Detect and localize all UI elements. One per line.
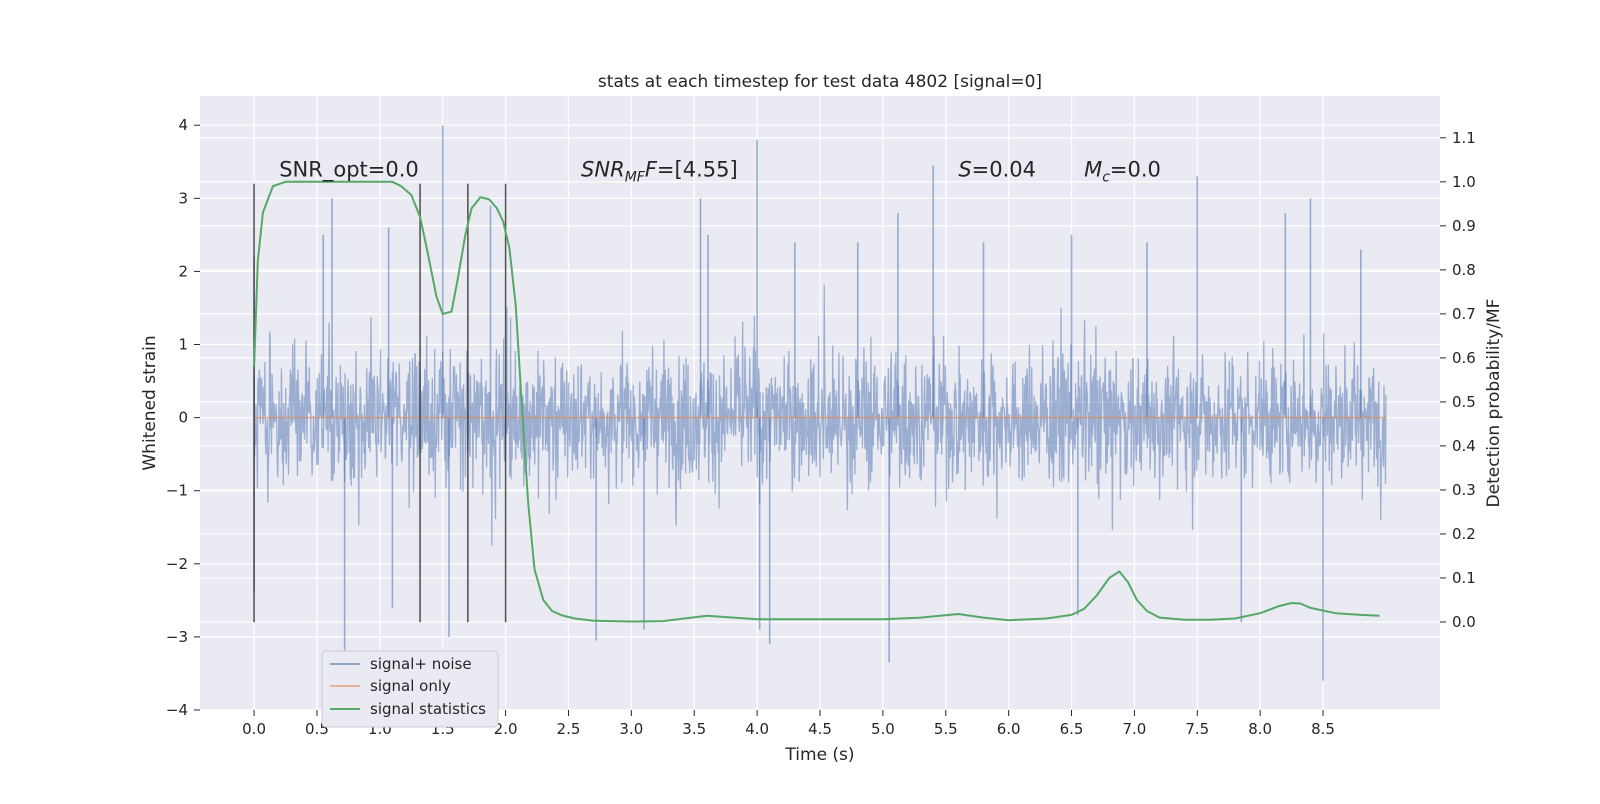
y-axis-ticks: −4 −3 −2 −1 0 1 2 3 4 bbox=[166, 116, 200, 719]
chart-title: stats at each timestep for test data 480… bbox=[598, 72, 1042, 92]
x-tick-label: 3.5 bbox=[682, 720, 706, 738]
y-tick-label: −1 bbox=[166, 482, 188, 500]
x-tick-label: 2.5 bbox=[557, 720, 581, 738]
x-tick-label: 4.5 bbox=[808, 720, 832, 738]
x-tick-label: 0.0 bbox=[242, 720, 266, 738]
y-tick-label: 0 bbox=[178, 409, 188, 427]
legend-label-noise: signal+ noise bbox=[370, 655, 472, 673]
y-tick-label: −4 bbox=[166, 701, 188, 719]
y2-tick-label: 0.0 bbox=[1452, 613, 1476, 631]
y-tick-label: 3 bbox=[178, 189, 188, 207]
y-axis-label: Whitened strain bbox=[140, 335, 160, 470]
x-tick-label: 3.0 bbox=[619, 720, 643, 738]
y2-tick-label: 0.8 bbox=[1452, 261, 1476, 279]
annotation: SNRMFF=[4.55] bbox=[581, 157, 738, 185]
legend: signal+ noise signal only signal statist… bbox=[321, 650, 499, 728]
x-tick-label: 6.0 bbox=[997, 720, 1021, 738]
annotations: SNR_opt=0.0 SNRMFF=[4.55] S=0.04 Mc=0.0 bbox=[279, 157, 1161, 185]
annotation: S=0.04 bbox=[958, 157, 1036, 181]
y2-tick-label: 1.0 bbox=[1452, 173, 1476, 191]
y2-tick-label: 0.1 bbox=[1452, 569, 1476, 587]
y-tick-label: 4 bbox=[178, 116, 188, 134]
annotation: SNR_opt=0.0 bbox=[279, 157, 419, 182]
x-tick-label: 2.0 bbox=[494, 720, 518, 738]
y-tick-label: 2 bbox=[178, 262, 188, 280]
legend-label-statistics: signal statistics bbox=[370, 700, 486, 718]
y2-tick-label: 1.1 bbox=[1452, 129, 1476, 147]
y2-tick-label: 0.6 bbox=[1452, 349, 1476, 367]
y-tick-label: −3 bbox=[166, 628, 188, 646]
y2-tick-label: 0.5 bbox=[1452, 393, 1476, 411]
statistics-series bbox=[253, 180, 1380, 623]
x-axis-ticks: 0.0 0.5 1.0 1.5 2.0 2.5 3.0 3.5 4.0 4.5 5.0 5.5 6.0 6… bbox=[242, 710, 1335, 738]
annotation: Mc=0.0 bbox=[1084, 157, 1161, 185]
y2-axis-label: Detection probability/MF bbox=[1484, 299, 1504, 508]
x-tick-label: 4.0 bbox=[745, 720, 769, 738]
y2-tick-label: 0.4 bbox=[1452, 437, 1476, 455]
legend-label-signal-only: signal only bbox=[370, 677, 451, 695]
segment-lines bbox=[253, 183, 507, 623]
x-tick-label: 5.0 bbox=[871, 720, 895, 738]
statistics-line bbox=[253, 180, 1380, 623]
y-tick-label: −2 bbox=[166, 555, 188, 573]
y-tick-label: 1 bbox=[178, 336, 188, 354]
x-tick-label: 7.0 bbox=[1122, 720, 1146, 738]
x-tick-label: 5.5 bbox=[934, 720, 958, 738]
y2-tick-label: 0.2 bbox=[1452, 525, 1476, 543]
y2-tick-label: 0.9 bbox=[1452, 217, 1476, 235]
y2-tick-label: 0.3 bbox=[1452, 481, 1476, 499]
legend-box bbox=[321, 650, 499, 728]
y2-axis-ticks: 0.0 0.1 0.2 0.3 0.4 0.5 0.6 0.7 0.8 0.9 1.0 1.1 bbox=[1440, 129, 1476, 631]
x-tick-label: 8.5 bbox=[1311, 720, 1335, 738]
y2-tick-label: 0.7 bbox=[1452, 305, 1476, 323]
x-tick-label: 6.5 bbox=[1060, 720, 1084, 738]
x-tick-label: 8.0 bbox=[1248, 720, 1272, 738]
x-axis-label: Time (s) bbox=[784, 745, 854, 765]
x-tick-label: 7.5 bbox=[1185, 720, 1209, 738]
